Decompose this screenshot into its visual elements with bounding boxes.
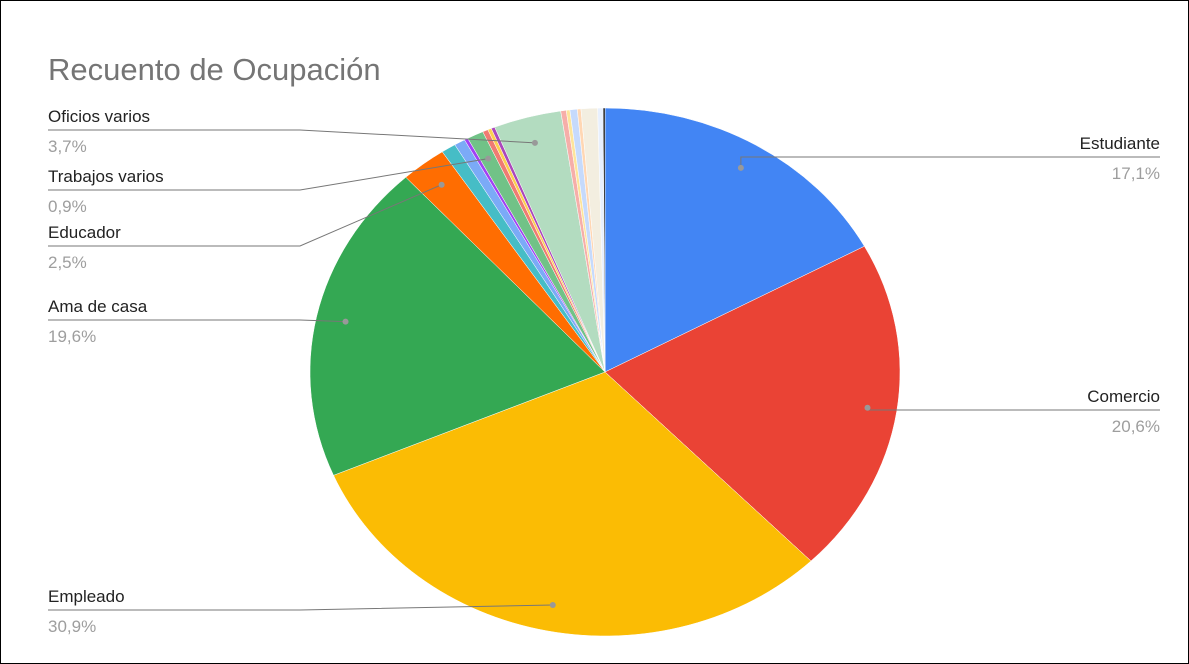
chart-title: Recuento de Ocupación (48, 52, 381, 87)
pie-slice (604, 107, 865, 373)
leader-dot (531, 139, 538, 146)
slice-label: Estudiante (1080, 134, 1160, 153)
slice-label: Trabajos varios (48, 167, 164, 186)
slice-value-label: 3,7% (48, 137, 87, 156)
leader-line (48, 184, 442, 247)
pie-slice (604, 245, 901, 562)
slice-value-label: 17,1% (1112, 164, 1160, 183)
pie-slice (309, 176, 606, 476)
leader-line (740, 156, 1160, 168)
slice-value-label: 20,6% (1112, 417, 1160, 436)
slice-label: Oficios varios (48, 107, 150, 126)
leader-dot (864, 404, 871, 411)
slice-label: Empleado (48, 587, 125, 606)
leader-dot (342, 318, 349, 325)
pie-slice (333, 371, 812, 637)
leader-dot (438, 181, 445, 188)
pie-slice (602, 107, 606, 373)
leader-dot (549, 601, 556, 608)
leader-line (48, 158, 489, 191)
slice-value-label: 0,9% (48, 197, 87, 216)
slice-value-label: 30,9% (48, 617, 96, 636)
leader-line (48, 129, 535, 144)
slice-label: Educador (48, 223, 121, 242)
slice-label: Comercio (1087, 387, 1160, 406)
leader-dot (737, 164, 744, 171)
leader-line (48, 319, 346, 323)
slice-value-label: 19,6% (48, 327, 96, 346)
slice-label: Ama de casa (48, 297, 148, 316)
slice-value-label: 2,5% (48, 253, 87, 272)
leader-line (48, 604, 553, 611)
leader-dot (485, 155, 492, 162)
